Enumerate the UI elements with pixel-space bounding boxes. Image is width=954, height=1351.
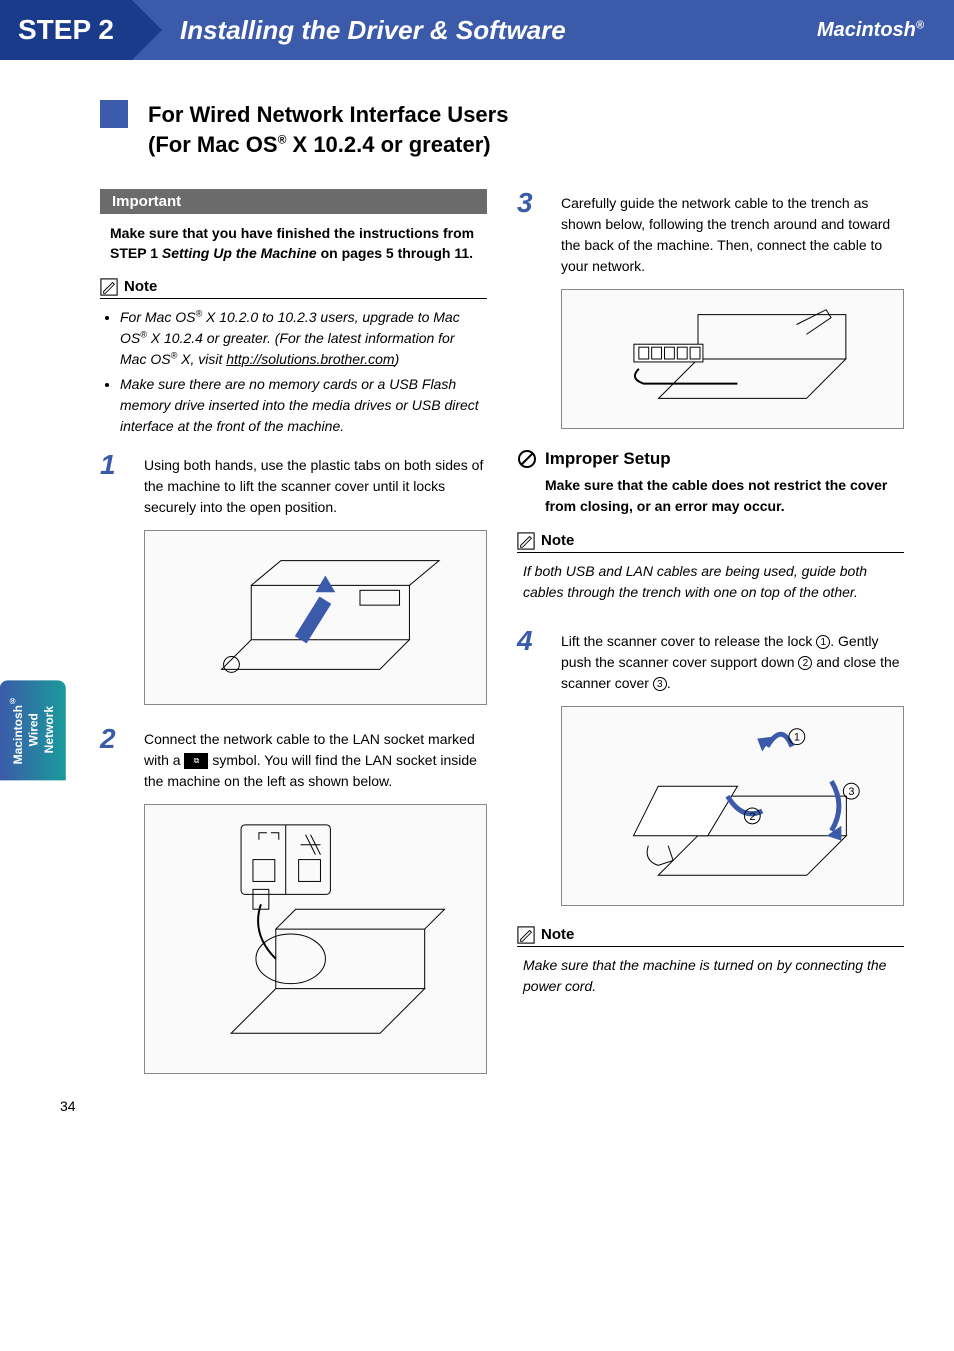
step-2-number: 2 [100, 725, 132, 792]
step-3-number: 3 [517, 189, 549, 277]
note2-body: If both USB and LAN cables are being use… [517, 561, 904, 613]
step-1-number: 1 [100, 451, 132, 518]
svg-text:1: 1 [794, 732, 800, 744]
illustration-2 [144, 804, 487, 1074]
note1-body: For Mac OS® X 10.2.0 to 10.2.3 users, up… [100, 307, 487, 451]
important-heading: Important [100, 189, 487, 214]
left-column: Important Make sure that you have finish… [100, 189, 487, 1093]
step-1-text: Using both hands, use the plastic tabs o… [144, 451, 487, 518]
step-3-text: Carefully guide the network cable to the… [561, 189, 904, 277]
note1-header: Note [100, 278, 487, 299]
header-bar: STEP 2 Installing the Driver & Software … [0, 0, 954, 60]
solutions-link[interactable]: http://solutions.brother.com [226, 351, 394, 367]
svg-text:2: 2 [749, 811, 755, 823]
improper-header: Improper Setup [517, 449, 904, 469]
note2-label: Note [541, 532, 574, 549]
step-3: 3 Carefully guide the network cable to t… [517, 189, 904, 277]
pencil-note-icon [517, 532, 535, 550]
illustration-3 [561, 289, 904, 429]
improper-text: Make sure that the cable does not restri… [517, 475, 904, 516]
page-number: 34 [60, 1098, 76, 1114]
step-4: 4 Lift the scanner cover to release the … [517, 627, 904, 694]
step-4-text: Lift the scanner cover to release the lo… [561, 627, 904, 694]
improper-label: Improper Setup [545, 449, 671, 469]
right-column: 3 Carefully guide the network cable to t… [517, 189, 904, 1093]
illustration-1 [144, 530, 487, 705]
note3-label: Note [541, 926, 574, 943]
page-content: For Wired Network Interface Users (For M… [0, 60, 954, 1134]
note2-header: Note [517, 532, 904, 553]
prohibit-icon [517, 449, 537, 469]
step-2-text: Connect the network cable to the LAN soc… [144, 725, 487, 792]
note3-header: Note [517, 926, 904, 947]
svg-text:3: 3 [848, 786, 854, 798]
pencil-note-icon [517, 926, 535, 944]
step-badge: STEP 2 [0, 0, 132, 60]
important-text: Make sure that you have finished the ins… [100, 224, 487, 277]
step-4-number: 4 [517, 627, 549, 694]
note1-label: Note [124, 278, 157, 295]
step-2: 2 Connect the network cable to the LAN s… [100, 725, 487, 792]
header-title: Installing the Driver & Software [180, 15, 566, 46]
pencil-note-icon [100, 278, 118, 296]
step-1: 1 Using both hands, use the plastic tabs… [100, 451, 487, 518]
section-marker [100, 100, 128, 128]
illustration-4: 1 2 3 [561, 706, 904, 906]
section-title: For Wired Network Interface Users (For M… [148, 100, 904, 159]
note3-body: Make sure that the machine is turned on … [517, 955, 904, 1007]
header-brand: Macintosh® [817, 19, 924, 42]
lan-icon: ⧉ [184, 753, 208, 769]
